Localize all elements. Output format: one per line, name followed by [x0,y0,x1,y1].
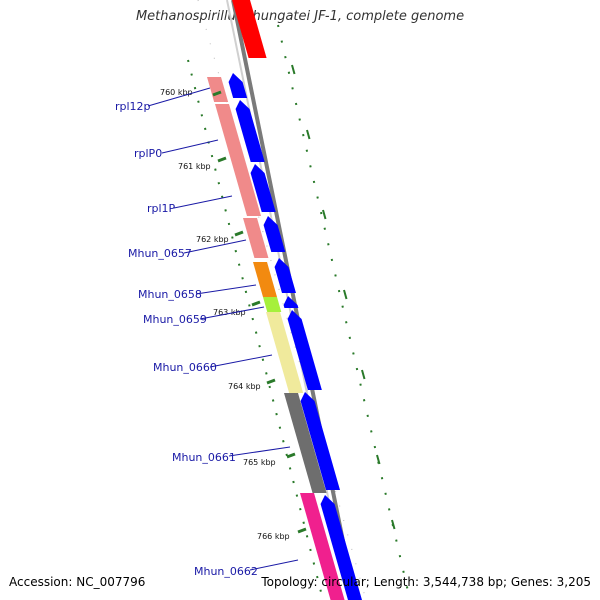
gene-band-2 [243,218,269,258]
gene-leader-1 [161,139,219,154]
right-ruler-dash-3 [343,289,348,300]
gene-band-6 [284,393,327,493]
kbp-tick-2 [234,230,244,237]
right-ruler-dash-6 [391,519,396,530]
gene-label-1: rplP0 [134,147,162,160]
gene-band-1 [215,104,261,216]
right-ruler-dash-1 [306,129,311,140]
right-ruler-dash-4 [361,369,366,380]
gene-band-5 [266,312,304,393]
kbp-tick-label-5: 765 kbp [243,458,276,467]
gene-label-4: Mhun_0658 [138,288,202,301]
map-title: Methanospirillum hungatei JF-1, complete… [135,9,465,24]
gene-label-2: rpl1P [147,202,176,215]
kbp-tick-label-4: 764 kbp [228,382,261,391]
gene-band-0 [207,77,229,102]
cds-arrow-8 [320,495,362,600]
right-ruler-dash-5 [376,454,381,465]
gene-leader-6 [209,354,273,368]
cds-arrow-1 [235,100,265,162]
gene-label-0: rpl12p [115,100,151,113]
kbp-tick-label-6: 766 kbp [257,532,290,541]
backbone-line [231,0,357,600]
gene-label-7: Mhun_0661 [172,451,236,464]
gene-band-3 [253,262,277,297]
kbp-tick-3 [251,300,261,307]
cds-arrow-2 [250,164,276,212]
kbp-tick-0 [212,90,222,97]
gene-label-3: Mhun_0657 [128,247,192,260]
gene-leader-3 [183,239,247,254]
gene-label-6: Mhun_0660 [153,361,217,374]
kbp-tick-1 [217,156,227,163]
gene-leader-7 [228,446,291,457]
right-ruler-dash-0 [291,64,296,75]
kbp-tick-label-1: 761 kbp [178,162,211,171]
gene-leader-5 [199,306,265,320]
kbp-tick-label-3: 763 kbp [213,308,246,317]
top-red-feature-tip [248,0,267,58]
cds-arrow-7 [300,392,340,490]
cds-arrow-0 [228,73,248,98]
tick-line-left [187,59,324,600]
gene-band-4 [263,297,282,312]
cds-arrow-5 [283,296,299,308]
kbp-tick-label-2: 762 kbp [196,235,229,244]
kbp-tick-6 [297,527,307,534]
genome-summary: Topology: circular; Length: 3,544,738 bp… [261,575,591,589]
accession-label: Accession: NC_007796 [9,575,146,589]
gene-leader-8 [249,559,299,571]
gene-leader-0 [147,87,211,107]
cds-arrow-4 [274,258,296,293]
gene-leader-2 [173,195,233,209]
gene-label-5: Mhun_0659 [143,313,207,326]
kbp-tick-label-0: 760 kbp [160,88,193,97]
kbp-tick-4 [266,378,276,385]
gene-leader-4 [195,284,257,295]
kbp-tick-5 [286,452,296,459]
cds-arrow-3 [263,216,286,252]
gene-band-7 [300,493,345,600]
cds-arrow-6 [287,310,322,390]
gene-label-8: Mhun_0662 [194,565,258,578]
right-ruler-dash-2 [322,209,327,220]
